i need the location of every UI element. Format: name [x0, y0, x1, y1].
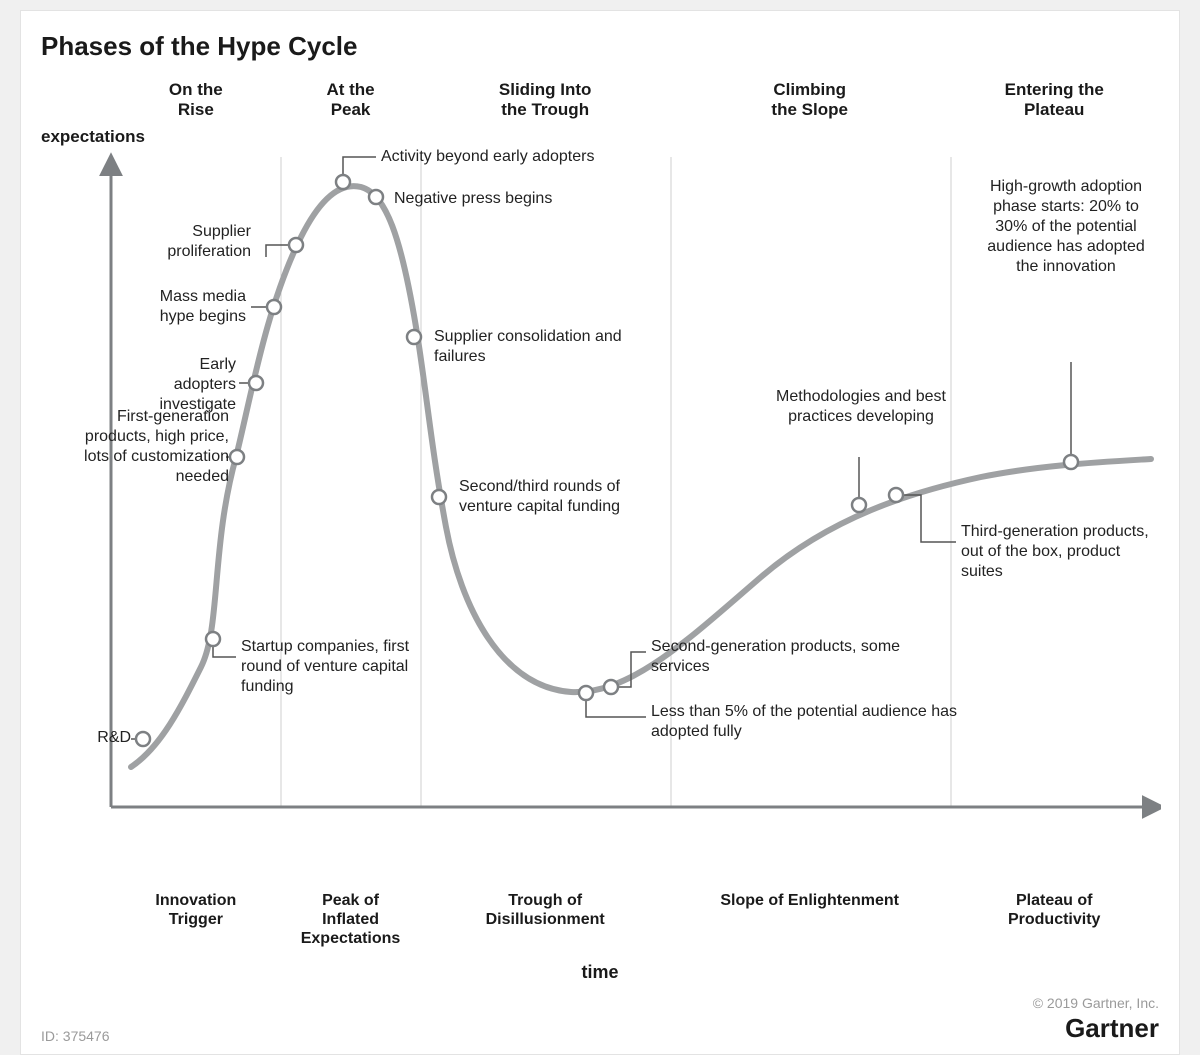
copyright-text: © 2019 Gartner, Inc. [1033, 995, 1159, 1011]
curve-marker-high-growth [1064, 455, 1078, 469]
annotation-high-growth: High-growth adoption phase starts: 20% t… [981, 177, 1151, 277]
annotation-mass-media: Mass media hype begins [126, 287, 246, 327]
curve-marker-startup [206, 632, 220, 646]
annotation-supplier-prolif: Supplier proliferation [141, 222, 251, 262]
chart-card: Phases of the Hype Cycle On theRiseAt th… [20, 10, 1180, 1055]
phase-header-row: On theRiseAt thePeakSliding Intothe Trou… [41, 80, 1159, 121]
axis-stage-label: InnovationTrigger [111, 891, 281, 949]
chart-title: Phases of the Hype Cycle [41, 31, 1159, 62]
curve-marker-rd [136, 732, 150, 746]
document-id: ID: 375476 [41, 1028, 110, 1044]
axis-stage-label: Plateau ofProductivity [949, 891, 1159, 949]
curve-marker-supplier-prolif [289, 238, 303, 252]
annotation-early-adopters: Early adopters investigate [136, 355, 236, 415]
x-axis-stage-row: InnovationTriggerPeak ofInflatedExpectat… [41, 891, 1159, 949]
phase-header: Climbingthe Slope [670, 80, 949, 121]
curve-marker-third-gen [889, 488, 903, 502]
phase-header: On theRise [111, 80, 281, 121]
annotation-vc-rounds: Second/third rounds of venture capital f… [459, 477, 659, 517]
curve-marker-first-gen [230, 450, 244, 464]
axis-stage-label: Peak ofInflatedExpectations [281, 891, 421, 949]
annotation-second-gen: Second-generation products, some service… [651, 637, 931, 677]
annotation-less5pct: Less than 5% of the potential audience h… [651, 702, 1011, 742]
curve-marker-negative-press [369, 190, 383, 204]
footer: ID: 375476 © 2019 Gartner, Inc. Gartner [41, 995, 1159, 1044]
curve-marker-second-gen [604, 680, 618, 694]
curve-marker-activity-beyond [336, 175, 350, 189]
curve-marker-methodologies [852, 498, 866, 512]
phase-header: Sliding Intothe Trough [420, 80, 670, 121]
annotation-methodologies: Methodologies and best practices develop… [771, 387, 951, 427]
chart-area: expectations R&DStartup companies, first… [41, 127, 1161, 887]
curve-marker-early-adopters [249, 376, 263, 390]
annotation-negative-press: Negative press begins [394, 189, 614, 209]
annotation-first-gen: First-generation products, high price, l… [69, 407, 229, 487]
axis-stage-label: Slope of Enlightenment [670, 891, 949, 949]
curve-marker-less5pct [579, 686, 593, 700]
curve-marker-supplier-consol [407, 330, 421, 344]
annotation-rd: R&D [71, 728, 131, 748]
leader-line [586, 693, 646, 717]
phase-header: At thePeak [281, 80, 421, 121]
axis-stage-label: Trough ofDisillusionment [420, 891, 670, 949]
x-axis-title: time [41, 962, 1159, 983]
annotation-supplier-consol: Supplier consolidation and failures [434, 327, 634, 367]
annotation-activity-beyond: Activity beyond early adopters [381, 147, 641, 167]
gartner-logo: Gartner [1033, 1013, 1159, 1044]
curve-marker-vc-rounds [432, 490, 446, 504]
curve-marker-mass-media [267, 300, 281, 314]
attribution-block: © 2019 Gartner, Inc. Gartner [1033, 995, 1159, 1044]
annotation-third-gen: Third-generation products, out of the bo… [961, 522, 1161, 582]
phase-header: Entering thePlateau [949, 80, 1159, 121]
leader-line [896, 495, 956, 542]
annotation-startup: Startup companies, first round of ventur… [241, 637, 411, 697]
